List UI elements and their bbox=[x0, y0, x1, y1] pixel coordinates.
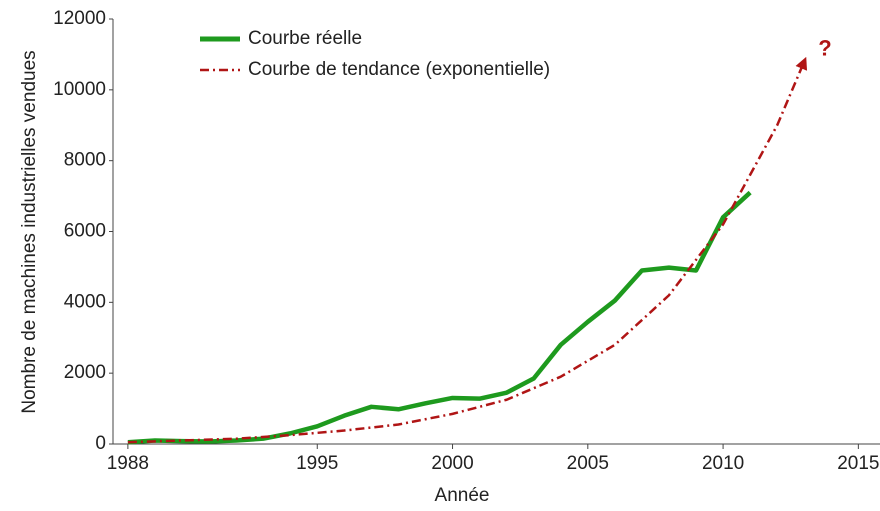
y-tick-label: 4000 bbox=[64, 291, 106, 312]
y-tick-label: 12000 bbox=[53, 8, 106, 29]
series-line bbox=[127, 190, 752, 445]
x-tick-label: 2000 bbox=[431, 453, 473, 474]
x-axis-label: Année bbox=[435, 485, 490, 506]
legend-label: Courbe de tendance (exponentielle) bbox=[248, 59, 550, 80]
legend-label: Courbe réelle bbox=[248, 28, 362, 49]
x-tick-label: 2015 bbox=[837, 453, 879, 474]
y-tick-label: 2000 bbox=[64, 362, 106, 383]
y-tick-label: 0 bbox=[95, 433, 106, 454]
y-tick-label: 6000 bbox=[64, 221, 106, 242]
y-tick-label: 8000 bbox=[64, 150, 106, 171]
x-tick-label: 1988 bbox=[107, 453, 149, 474]
y-tick-label: 10000 bbox=[53, 79, 106, 100]
x-tick-label: 2005 bbox=[567, 453, 609, 474]
annotation: ? bbox=[818, 35, 831, 60]
series-line bbox=[127, 56, 808, 444]
y-axis-label: Nombre de machines industrielles vendues bbox=[19, 50, 40, 413]
x-tick-label: 1995 bbox=[296, 453, 338, 474]
x-tick-label: 2010 bbox=[702, 453, 744, 474]
